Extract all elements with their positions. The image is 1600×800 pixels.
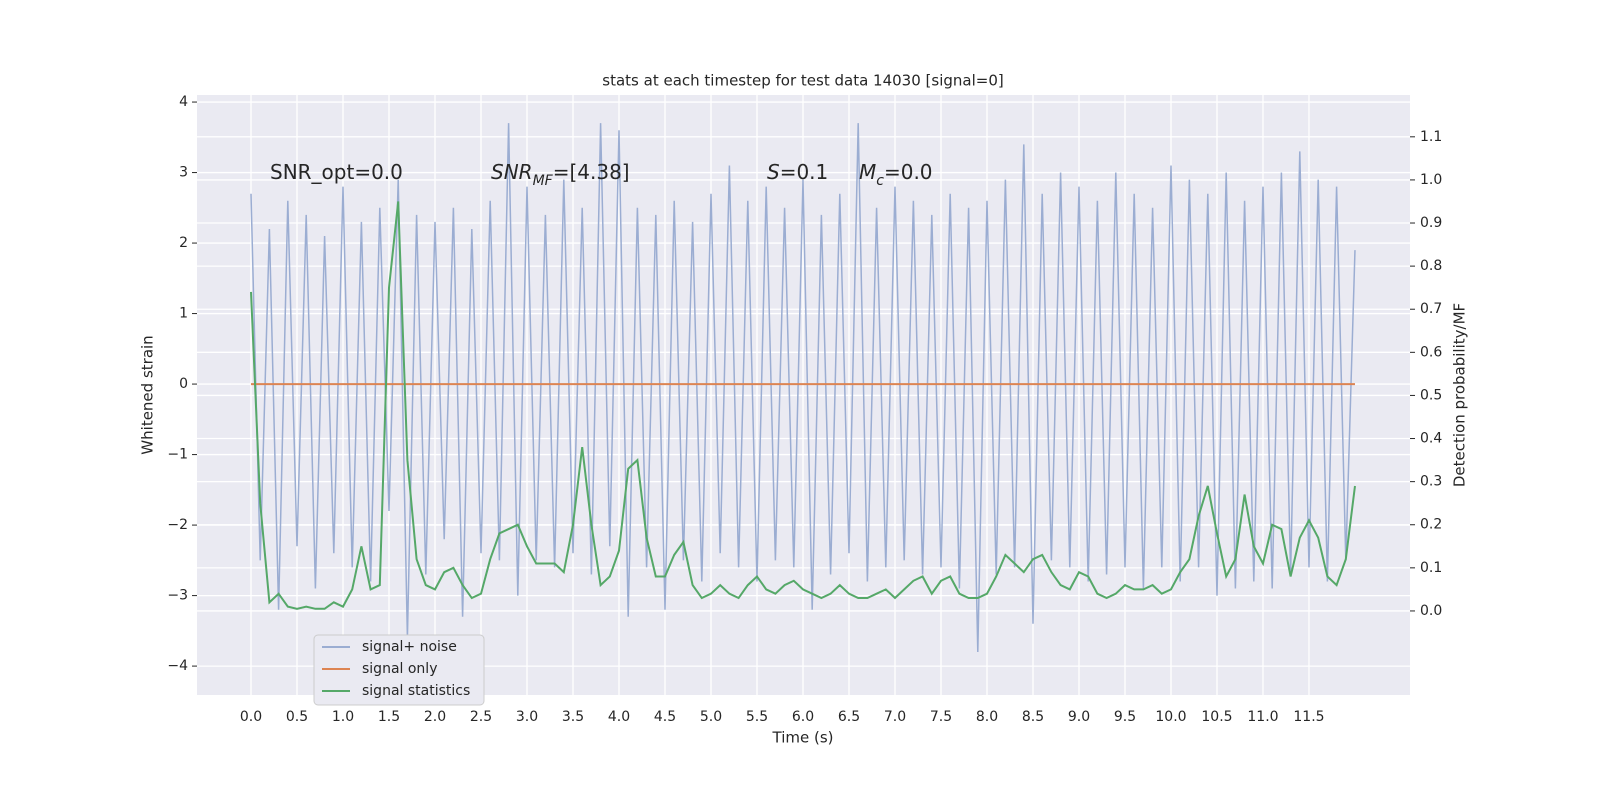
y2-tick-label: 0.4 — [1420, 431, 1442, 447]
annotation-part: =0.0 — [884, 160, 933, 184]
y2-tick-label: 1.0 — [1420, 172, 1442, 188]
y-tick-label: 2 — [179, 235, 188, 251]
x-tick-label: 3.0 — [516, 709, 538, 725]
annotation: SNR_opt=0.0 — [270, 160, 403, 184]
x-axis-label: Time (s) — [772, 729, 834, 747]
y2-tick-label: 0.9 — [1420, 215, 1442, 231]
annotation-part: M — [859, 160, 876, 184]
y2-tick-label: 0.3 — [1420, 474, 1442, 490]
x-tick-label: 10.0 — [1155, 709, 1186, 725]
texts: 0.0 0.5 1.0 1.5 2.0 2.5 3.0 3.5 4.0 4.5 5.0 5.5 6.0 6… — [167, 94, 1442, 725]
x-tick-label: 11.5 — [1293, 709, 1324, 725]
x-tick-label: 3.5 — [562, 709, 584, 725]
series-line — [250, 123, 1356, 653]
y-tick-label: 4 — [179, 94, 188, 110]
x-tick-label: 5.0 — [700, 709, 722, 725]
legend-label: signal+ noise — [362, 639, 457, 655]
x-tick-label: 1.5 — [378, 709, 400, 725]
chart-title: stats at each timestep for test data 140… — [602, 72, 1003, 90]
y2-tick-label: 0.0 — [1420, 603, 1442, 619]
annotation-part: =0.1 — [780, 160, 829, 184]
y2-tick-label: 0.5 — [1420, 387, 1442, 403]
x-tick-label: 9.5 — [1114, 709, 1136, 725]
y2-tick-label: 0.7 — [1420, 301, 1442, 317]
y2-tick-label: 0.1 — [1420, 560, 1442, 576]
marks — [250, 123, 1356, 653]
y-tick-label: 0 — [179, 376, 188, 392]
x-tick-label: 4.5 — [654, 709, 676, 725]
x-tick-label: 7.0 — [884, 709, 906, 725]
y-tick-label: 1 — [179, 306, 188, 322]
legend-label: signal only — [362, 661, 437, 677]
x-tick-label: 4.0 — [608, 709, 630, 725]
annotation-part: MF — [533, 173, 554, 189]
y2-tick-label: 0.6 — [1420, 344, 1442, 360]
annotation-part: SNR — [491, 160, 533, 184]
x-tick-label: 1.0 — [332, 709, 354, 725]
x-tick-label: 2.0 — [424, 709, 446, 725]
annotation: S=0.1 — [767, 160, 828, 184]
annotation-part: c — [876, 173, 884, 189]
x-tick-label: 6.0 — [792, 709, 814, 725]
annotation: Mc=0.0 — [859, 160, 933, 190]
x-tick-label: 9.0 — [1068, 709, 1090, 725]
x-tick-label: 7.5 — [930, 709, 952, 725]
x-tick-label: 8.0 — [976, 709, 998, 725]
x-tick-label: 10.5 — [1201, 709, 1232, 725]
y-axis-label: Whitened strain — [139, 335, 157, 454]
x-tick-label: 6.5 — [838, 709, 860, 725]
x-tick-label: 0.5 — [286, 709, 308, 725]
y2-tick-label: 1.1 — [1420, 129, 1442, 145]
legend-box — [313, 634, 485, 706]
x-tick-label: 0.0 — [240, 709, 262, 725]
annotation-part: SNR_opt=0.0 — [270, 160, 403, 184]
x-tick-label: 11.0 — [1247, 709, 1278, 725]
legend-label: signal statistics — [362, 683, 470, 699]
x-tick-label: 5.5 — [746, 709, 768, 725]
y2-tick-label: 0.2 — [1420, 517, 1442, 533]
series-line — [250, 201, 1356, 610]
y-tick-label: −3 — [167, 588, 188, 604]
x-tick-label: 2.5 — [470, 709, 492, 725]
annotation-part: =[4.38] — [553, 160, 630, 184]
x-tick-label: 8.5 — [1022, 709, 1044, 725]
y-tick-label: −4 — [167, 658, 188, 674]
y-tick-label: −2 — [167, 517, 188, 533]
annotation-part: S — [767, 160, 780, 184]
y2-axis-label: Detection probability/MF — [1451, 303, 1469, 487]
y2-tick-label: 0.8 — [1420, 258, 1442, 274]
y-tick-label: 3 — [179, 165, 188, 181]
annotation: SNRMF=[4.38] — [491, 160, 630, 190]
y-tick-label: −1 — [167, 447, 188, 463]
